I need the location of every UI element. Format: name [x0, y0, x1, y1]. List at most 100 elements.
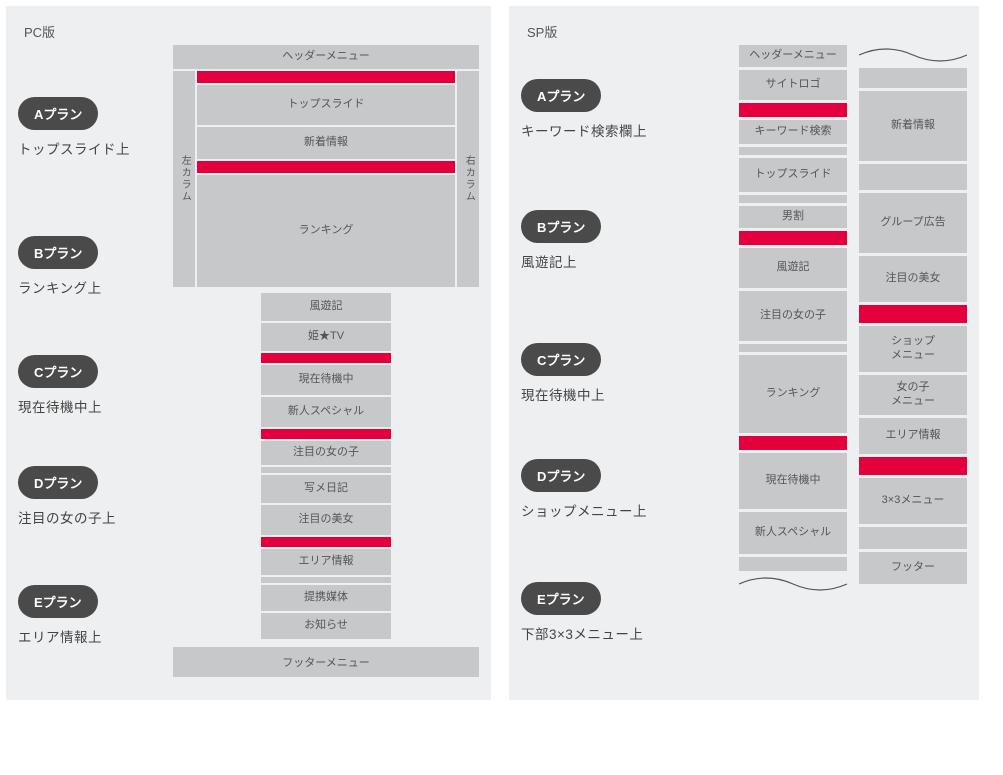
plan-desc-a: トップスライド上 — [18, 138, 173, 158]
plan-e: Eプラン エリア情報上 — [18, 585, 173, 646]
sp-shop: ショップ メニュー — [859, 326, 967, 372]
sp-plan-e: Eプラン 下部3×3メニュー上 — [521, 582, 701, 643]
wave-bottom-1 — [739, 574, 847, 594]
highlight-a — [197, 71, 455, 83]
pc-cols: Aプラン トップスライド上 Bプラン ランキング上 Cプラン 現在待機中上 Dプ… — [18, 45, 479, 688]
sp-shinchaku: 新着情報 — [859, 91, 967, 161]
sp-col-1: ヘッダーメニュー サイトロゴ キーワード検索 トップスライド 男割 風遊記 注目… — [739, 45, 847, 685]
block-shinchaku: 新着情報 — [197, 127, 455, 159]
sp-onnanoko: 女の子 メニュー — [859, 375, 967, 415]
pc-header-block: ヘッダーメニュー — [173, 45, 479, 69]
panel-title-sp: SP版 — [527, 22, 967, 41]
pc-footer-block: フッターメニュー — [173, 647, 479, 677]
panel-sp: SP版 Aプラン キーワード検索欄上 Bプラン 風遊記上 Cプラン 現在待機中上… — [509, 6, 979, 700]
block-himetv: 姫★TV — [261, 323, 391, 351]
sp-highlight-c — [739, 436, 847, 450]
thin-strip-2 — [261, 577, 391, 583]
plan-pill-e: Eプラン — [18, 585, 98, 618]
block-teikei: 提携媒体 — [261, 585, 391, 611]
plan-desc-d: 注目の女の子上 — [18, 507, 173, 527]
sp2-thin-top — [859, 68, 967, 88]
sp-keyword: キーワード検索 — [739, 120, 847, 144]
sp-chumoku-bijo: 注目の美女 — [859, 256, 967, 302]
pc-narrow-stack: 風遊記 姫★TV 現在待機中 新人スペシャル 注目の女の子 写メ日記 注目の美女… — [261, 293, 391, 639]
sp-diagram: ヘッダーメニュー サイトロゴ キーワード検索 トップスライド 男割 風遊記 注目… — [739, 45, 967, 685]
pc-right-column: 右カラム — [457, 71, 479, 287]
block-shinjin: 新人スペシャル — [261, 397, 391, 427]
sp-plan-pill-c: Cプラン — [521, 343, 601, 376]
highlight-e — [261, 537, 391, 547]
sp-plan-desc-e: 下部3×3メニュー上 — [521, 623, 701, 643]
sp-plan-b: Bプラン 風遊記上 — [521, 210, 701, 271]
thin-strip-1 — [261, 467, 391, 473]
pc-left-column: 左カラム — [173, 71, 195, 287]
sp-logo: サイトロゴ — [739, 70, 847, 100]
sp-thin-3 — [739, 344, 847, 352]
sp-thin-2 — [739, 195, 847, 203]
sp-cols: Aプラン キーワード検索欄上 Bプラン 風遊記上 Cプラン 現在待機中上 Dプラ… — [521, 45, 967, 685]
pc-mid-column: トップスライド 新着情報 ランキング — [197, 71, 455, 287]
highlight-d — [261, 429, 391, 439]
plan-desc-e: エリア情報上 — [18, 626, 173, 646]
sp-plan-desc-b: 風遊記上 — [521, 251, 701, 271]
sp-footer: フッター — [859, 552, 967, 584]
highlight-c — [261, 353, 391, 363]
sp-area: エリア情報 — [859, 418, 967, 454]
pc-plan-labels: Aプラン トップスライド上 Bプラン ランキング上 Cプラン 現在待機中上 Dプ… — [18, 45, 173, 688]
sp-col-2: 新着情報 グループ広告 注目の美女 ショップ メニュー 女の子 メニュー エリア… — [859, 45, 967, 685]
plan-pill-d: Dプラン — [18, 466, 98, 499]
sp-plan-pill-b: Bプラン — [521, 210, 601, 243]
sp-plan-pill-a: Aプラン — [521, 79, 601, 112]
sp-highlight-e — [859, 457, 967, 475]
sp-highlight-d — [859, 305, 967, 323]
sp-danwari: 男割 — [739, 206, 847, 228]
block-genzai: 現在待機中 — [261, 365, 391, 395]
sp-plan-c: Cプラン 現在待機中上 — [521, 343, 701, 404]
sp-fuyuki: 風遊記 — [739, 248, 847, 288]
block-fuyuki: 風遊記 — [261, 293, 391, 321]
sp-group: グループ広告 — [859, 193, 967, 253]
block-chumoku-onna: 注目の女の子 — [261, 441, 391, 465]
sp-thin-1 — [739, 147, 847, 155]
sp-plan-a: Aプラン キーワード検索欄上 — [521, 79, 701, 140]
highlight-b — [197, 161, 455, 173]
sp-chumoku-onna: 注目の女の子 — [739, 291, 847, 341]
sp-menu33: 3×3メニュー — [859, 478, 967, 524]
layout-wrap: PC版 Aプラン トップスライド上 Bプラン ランキング上 Cプラン 現在待機中… — [0, 0, 1003, 706]
plan-pill-c: Cプラン — [18, 355, 98, 388]
plan-d: Dプラン 注目の女の子上 — [18, 466, 173, 527]
sp-plan-labels: Aプラン キーワード検索欄上 Bプラン 風遊記上 Cプラン 現在待機中上 Dプラ… — [521, 45, 701, 685]
plan-c: Cプラン 現在待機中上 — [18, 355, 173, 416]
sp-shinjin: 新人スペシャル — [739, 512, 847, 554]
sp-header: ヘッダーメニュー — [739, 45, 847, 67]
sp-plan-desc-c: 現在待機中上 — [521, 384, 701, 404]
panel-title-pc: PC版 — [24, 22, 479, 41]
pc-diagram: ヘッダーメニュー 左カラム トップスライド 新着情報 ランキング 右カラム 風遊… — [173, 45, 479, 688]
sp-plan-pill-e: Eプラン — [521, 582, 601, 615]
sp-thin-4 — [739, 557, 847, 571]
sp2-thin-2 — [859, 527, 967, 549]
sp-genzai: 現在待機中 — [739, 453, 847, 509]
sp-topslide: トップスライド — [739, 158, 847, 192]
sp-plan-desc-d: ショップメニュー上 — [521, 500, 701, 520]
block-topslide: トップスライド — [197, 85, 455, 125]
plan-desc-b: ランキング上 — [18, 277, 173, 297]
sp-plan-d: Dプラン ショップメニュー上 — [521, 459, 701, 520]
plan-a: Aプラン トップスライド上 — [18, 97, 173, 158]
pc-3col-row: 左カラム トップスライド 新着情報 ランキング 右カラム — [173, 71, 479, 287]
block-ranking: ランキング — [197, 175, 455, 287]
block-shame: 写メ日記 — [261, 475, 391, 503]
sp-highlight-b — [739, 231, 847, 245]
block-area: エリア情報 — [261, 549, 391, 575]
panel-pc: PC版 Aプラン トップスライド上 Bプラン ランキング上 Cプラン 現在待機中… — [6, 6, 491, 700]
plan-pill-b: Bプラン — [18, 236, 98, 269]
sp-ranking: ランキング — [739, 355, 847, 433]
sp2-thin-1 — [859, 164, 967, 190]
block-chumoku-bijo: 注目の美女 — [261, 505, 391, 535]
block-oshirase: お知らせ — [261, 613, 391, 639]
wave-top-2 — [859, 45, 967, 65]
sp-highlight-a — [739, 103, 847, 117]
plan-pill-a: Aプラン — [18, 97, 98, 130]
sp-plan-desc-a: キーワード検索欄上 — [521, 120, 701, 140]
plan-desc-c: 現在待機中上 — [18, 396, 173, 416]
